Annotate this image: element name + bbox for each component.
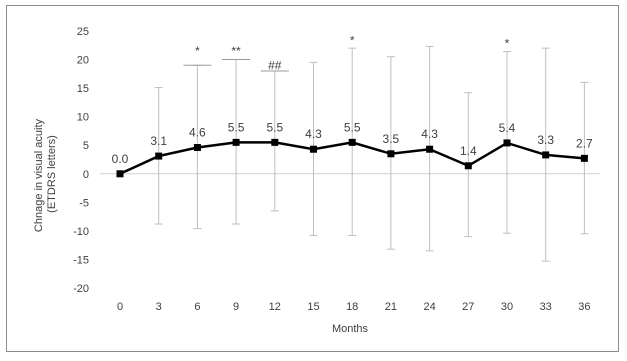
- data-point: [271, 138, 279, 146]
- data-point: [155, 152, 163, 160]
- y-axis-label-line-1: Chnage in visual acuity: [33, 118, 45, 232]
- y-tick-label: 10: [77, 112, 89, 124]
- significance-marker: *: [350, 34, 355, 48]
- significance-marker: **: [231, 44, 241, 58]
- significance-caps: [183, 59, 289, 72]
- y-tick-label: -15: [73, 254, 89, 266]
- x-tick-label: 3: [156, 301, 162, 313]
- x-tick-label: 12: [269, 301, 281, 313]
- y-axis-label: Chnage in visual acuity (ETDRS letters): [33, 116, 58, 232]
- significance-markers: * **##* *: [195, 34, 510, 73]
- data-point: [116, 170, 124, 178]
- x-tick-label: 36: [578, 301, 590, 313]
- data-point: [193, 144, 201, 152]
- x-tick-label: 0: [117, 301, 123, 313]
- data-point: [310, 145, 317, 153]
- y-tick-label: 20: [77, 55, 89, 67]
- y-tick-label: -20: [73, 283, 89, 295]
- x-tick-label: 27: [462, 301, 474, 313]
- data-point: [542, 151, 550, 159]
- data-label: 5.5: [228, 120, 245, 134]
- y-tick-label: 25: [77, 26, 89, 38]
- y-tick-label: -5: [79, 197, 89, 209]
- series-markers: [116, 138, 588, 178]
- x-tick-label: 30: [501, 301, 513, 313]
- significance-marker: ##: [268, 58, 282, 72]
- data-point: [580, 154, 588, 162]
- x-tick-label: 33: [540, 301, 552, 313]
- data-label: 1.4: [460, 144, 477, 158]
- data-label: 5.5: [344, 120, 361, 134]
- data-point: [348, 138, 356, 146]
- data-point: [426, 145, 434, 153]
- data-label: 3.1: [150, 134, 167, 148]
- significance-marker: *: [505, 37, 510, 51]
- error-bars: [154, 45, 589, 262]
- y-tick-label: 15: [77, 83, 89, 95]
- data-label: 4.3: [421, 127, 438, 141]
- y-tick-label: -10: [73, 226, 89, 238]
- data-label: 0.0: [112, 152, 129, 166]
- x-tick-label: 9: [233, 301, 239, 313]
- data-point: [503, 139, 511, 147]
- y-tick-label: 5: [83, 140, 89, 152]
- data-labels: 0.0 3.1 4.6 5.5 5.5 4.3 5.5 3.5 4.3 1.4 5.4 3.3 2.7: [112, 120, 593, 165]
- x-tick-label: 6: [194, 301, 200, 313]
- x-axis-ticks: 0 3 6 9 12 15 18 21 24 27 30 33 36: [117, 301, 591, 313]
- x-tick-label: 24: [423, 301, 435, 313]
- x-axis-label: Months: [332, 323, 369, 335]
- data-point: [232, 138, 240, 146]
- y-axis-ticks: 25 20 15 10 5 0 -5 -10 -15 -20: [73, 26, 89, 295]
- data-label: 2.7: [576, 136, 593, 150]
- data-label: 3.5: [383, 132, 400, 146]
- x-tick-label: 21: [385, 301, 397, 313]
- y-axis-label-line-2: (ETDRS letters): [46, 135, 58, 213]
- data-label: 3.3: [537, 133, 554, 147]
- x-tick-label: 18: [346, 301, 358, 313]
- x-tick-label: 15: [307, 301, 319, 313]
- y-tick-label: 0: [83, 169, 89, 181]
- data-label: 4.6: [189, 126, 206, 140]
- data-label: 4.3: [305, 127, 322, 141]
- data-label: 5.5: [266, 120, 283, 134]
- data-point: [387, 150, 395, 158]
- data-point: [464, 162, 472, 170]
- significance-marker: *: [195, 44, 200, 58]
- data-label: 5.4: [499, 121, 516, 135]
